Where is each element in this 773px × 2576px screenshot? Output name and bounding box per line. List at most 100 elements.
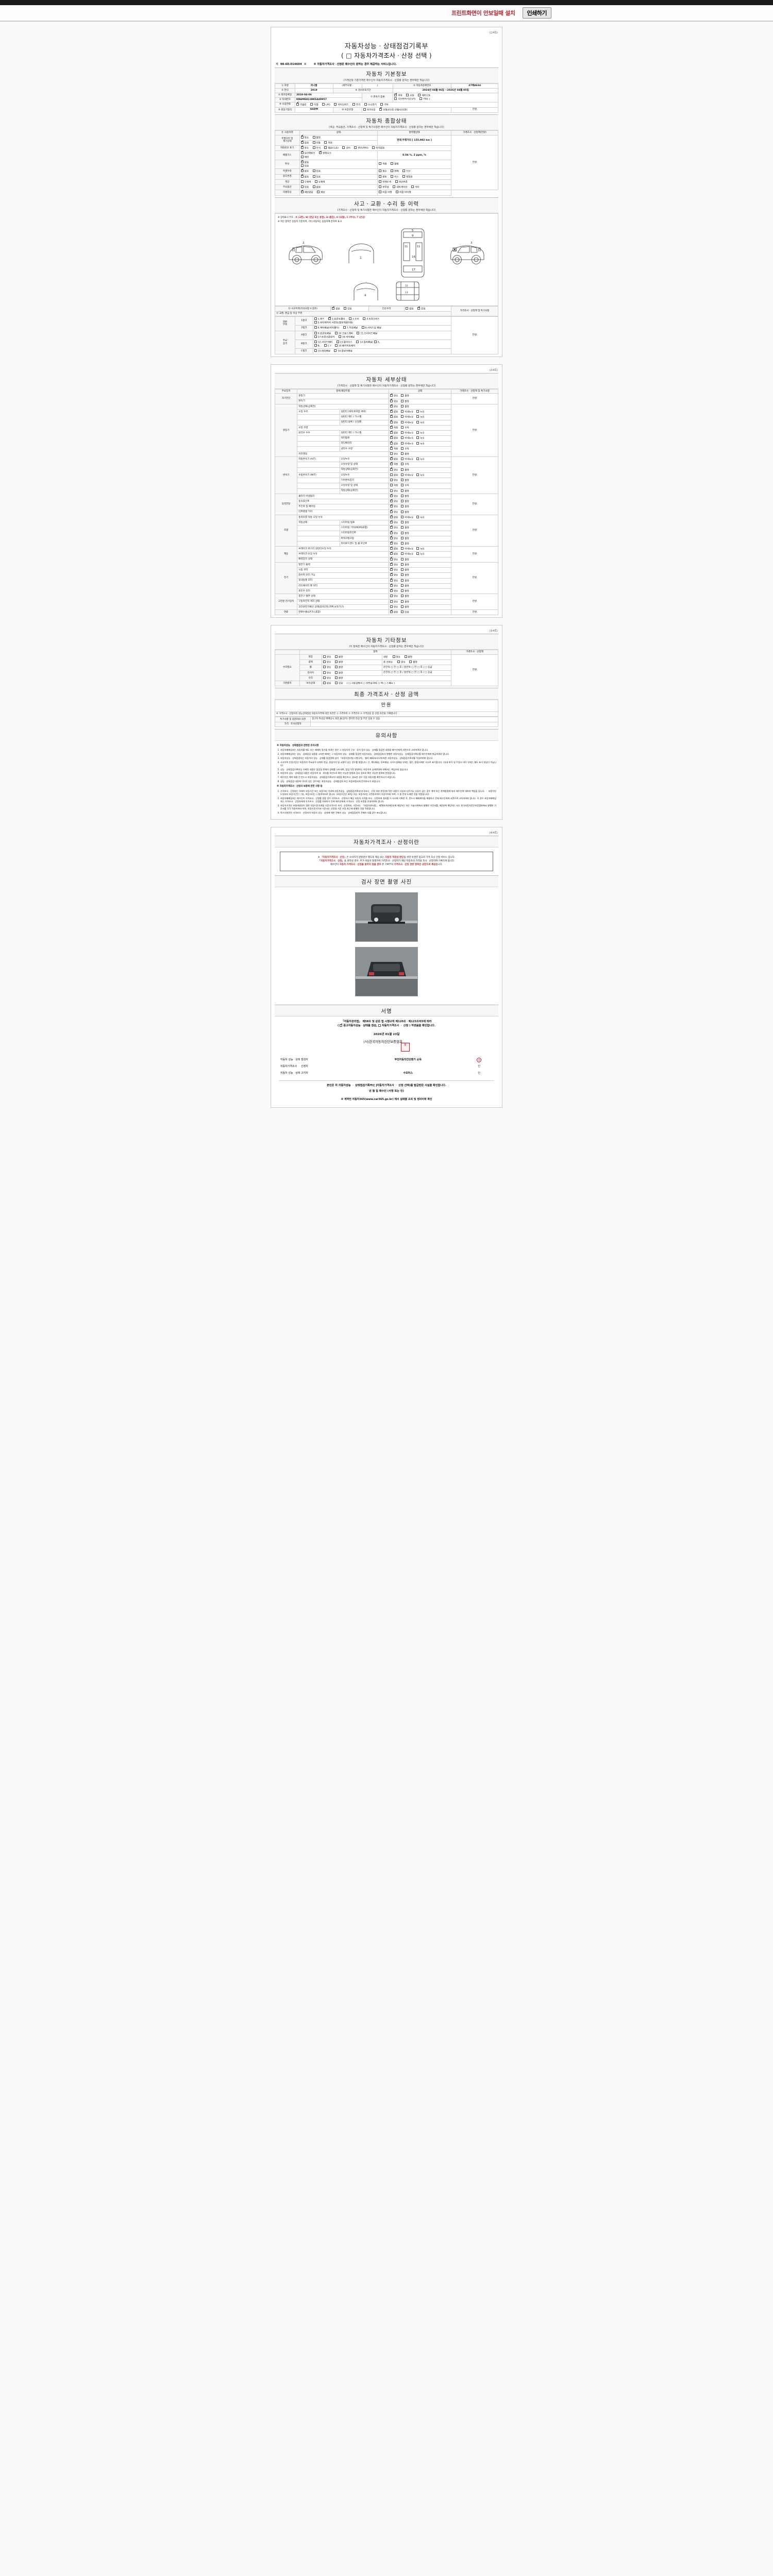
opt-part-radiator-support[interactable]: 5.라디에이터 서포트(볼트체결부품) xyxy=(314,321,353,325)
checkbox-불량[interactable] xyxy=(401,394,404,397)
opt-불량[interactable]: 불량 xyxy=(401,394,409,398)
opt-exterior-bad[interactable]: 불량 xyxy=(334,655,343,659)
checkbox-part-quarter-panel[interactable] xyxy=(314,326,317,329)
checkbox-trans-semi[interactable] xyxy=(418,93,421,96)
opt-양호[interactable]: 양호 xyxy=(390,578,398,583)
opt-part-wheel-house[interactable]: 13.휠하우스 xyxy=(336,340,352,344)
checkbox-없음[interactable] xyxy=(390,515,393,518)
opt-emission-co[interactable]: 일산화탄소 xyxy=(300,151,315,155)
opt-누수[interactable]: 누수 xyxy=(416,431,425,435)
checkbox-flood[interactable] xyxy=(379,170,382,173)
checkbox-없음[interactable] xyxy=(390,473,393,476)
checkbox-양호[interactable] xyxy=(390,526,393,529)
checkbox-pillar-a[interactable] xyxy=(374,340,377,343)
checkbox-wheel-good[interactable] xyxy=(323,666,326,669)
checkbox-누유[interactable] xyxy=(416,547,419,550)
checkbox-양호[interactable] xyxy=(390,605,393,608)
checkbox-simple-yes[interactable] xyxy=(417,307,420,310)
checkbox-mileage-few[interactable] xyxy=(324,141,327,144)
opt-tuning-none[interactable]: 없음 xyxy=(300,160,309,164)
opt-part-hood[interactable]: 1.후드 xyxy=(314,317,324,321)
opt-recall-done[interactable]: 리콜 이행 xyxy=(379,191,392,194)
opt-양호[interactable]: 양호 xyxy=(390,479,398,482)
checkbox-tire-good[interactable] xyxy=(323,671,326,674)
checkbox-vin-rust[interactable] xyxy=(312,146,315,149)
checkbox-part-front-panel[interactable] xyxy=(314,331,317,334)
opt-navigation[interactable]: 네비게이션 xyxy=(393,185,407,189)
opt-불량[interactable]: 불량 xyxy=(401,404,409,409)
opt-없음[interactable]: 없음 xyxy=(390,473,398,477)
checkbox-options-no[interactable] xyxy=(312,185,315,189)
checkbox-commercial[interactable] xyxy=(402,175,406,178)
checkbox-불량[interactable] xyxy=(401,605,404,608)
opt-holding-yes[interactable]: 있음 xyxy=(334,682,343,685)
checkbox-불량[interactable] xyxy=(401,452,404,455)
opt-불량[interactable]: 불량 xyxy=(401,563,409,567)
fuel-opt-gasoline[interactable]: 가솔린 xyxy=(296,102,307,107)
checkbox-양호[interactable] xyxy=(390,589,393,592)
fuel-opt-lpg[interactable]: LPG xyxy=(322,103,330,107)
opt-없음[interactable]: 없음 xyxy=(390,415,398,419)
opt-part-front-panel[interactable]: 9.프론트패널 xyxy=(314,331,331,335)
checkbox-price-assessment[interactable] xyxy=(378,1024,381,1027)
checkbox-tuning-legal[interactable] xyxy=(379,162,382,165)
opt-양호[interactable]: 양호 xyxy=(390,557,398,562)
opt-part-trunk-floor[interactable]: 17.트렁크플로어 xyxy=(314,335,334,339)
checkbox-누유[interactable] xyxy=(416,457,419,461)
warranty-opt-insurer[interactable]: 보험사보증 보험사[신한] xyxy=(379,107,408,112)
opt-없음[interactable]: 없음 xyxy=(390,515,398,519)
checkbox-미세누유[interactable] xyxy=(401,410,404,413)
checkbox-양호[interactable] xyxy=(390,541,393,545)
trans-opt-semi[interactable]: 세미오토 xyxy=(418,93,430,97)
checkbox-양호[interactable] xyxy=(390,510,393,513)
checkbox-양호[interactable] xyxy=(390,504,393,508)
checkbox-vin-damaged[interactable] xyxy=(324,146,327,149)
fuel-opt-hybrid[interactable]: 하이브리드 xyxy=(334,103,349,107)
checkbox-불량[interactable] xyxy=(401,468,404,471)
checkbox-part-inside-panel[interactable] xyxy=(357,331,360,334)
opt-없음[interactable]: 없음 xyxy=(390,457,398,461)
checkbox-미세누유[interactable] xyxy=(401,552,404,555)
opt-양호[interactable]: 양호 xyxy=(390,526,398,530)
opt-sunroof[interactable]: 썬루프 xyxy=(379,185,389,189)
opt-tuning-illegal[interactable]: 불법 xyxy=(391,162,399,166)
opt-양호[interactable]: 양호 xyxy=(390,600,398,604)
opt-polish-bad[interactable]: 불량 xyxy=(334,660,343,664)
checkbox-양호[interactable] xyxy=(390,489,393,492)
checkbox-양호[interactable] xyxy=(390,479,393,482)
checkbox-part-radiator-support[interactable] xyxy=(314,321,317,324)
opt-commercial[interactable]: 영업용 xyxy=(402,175,413,179)
checkbox-없음[interactable] xyxy=(390,457,393,461)
opt-vin-good[interactable]: 양호 xyxy=(300,146,309,150)
checkbox-mileage-good[interactable] xyxy=(300,135,304,139)
opt-lease[interactable]: 리스 xyxy=(391,175,399,179)
checkbox-fuel-etc[interactable] xyxy=(380,103,383,106)
opt-cleaning-good[interactable]: 양호 xyxy=(397,660,406,664)
checkbox-없음[interactable] xyxy=(390,441,393,445)
print-install-notice[interactable]: 프린트화면이 안보일때 설치 xyxy=(451,10,515,16)
opt-누유[interactable]: 누유 xyxy=(416,515,425,519)
opt-양호[interactable]: 양호 xyxy=(390,520,398,524)
opt-없음[interactable]: 없음 xyxy=(390,441,398,446)
opt-미세누유[interactable]: 미세누유 xyxy=(401,457,413,461)
checkbox-theft[interactable] xyxy=(402,170,406,173)
checkbox-불량[interactable] xyxy=(401,531,404,534)
checkbox-양호[interactable] xyxy=(390,578,393,582)
opt-적정[interactable]: 적정 xyxy=(390,462,398,466)
checkbox-불량[interactable] xyxy=(401,526,404,529)
checkbox-미세누유[interactable] xyxy=(401,473,404,476)
checkbox-exterior-bad[interactable] xyxy=(334,655,338,658)
fuel-opt-etc[interactable]: 기타 xyxy=(380,103,389,107)
opt-crash-yes[interactable]: 있음 xyxy=(344,307,352,311)
checkbox-trans-auto[interactable] xyxy=(394,93,397,96)
checkbox-양호[interactable] xyxy=(390,536,393,539)
fuel-opt-ev[interactable]: 전기 xyxy=(352,103,360,107)
checkbox-usage-yes[interactable] xyxy=(312,175,315,178)
opt-양호[interactable]: 양호 xyxy=(390,568,398,572)
checkbox-양호[interactable] xyxy=(390,557,393,561)
checkbox-없음[interactable] xyxy=(390,431,393,434)
checkbox-special-yes[interactable] xyxy=(312,170,315,173)
checkbox-양호[interactable] xyxy=(390,568,393,571)
checkbox-part-trunk-lid[interactable] xyxy=(363,317,366,320)
checkbox-special-none[interactable] xyxy=(300,169,304,173)
